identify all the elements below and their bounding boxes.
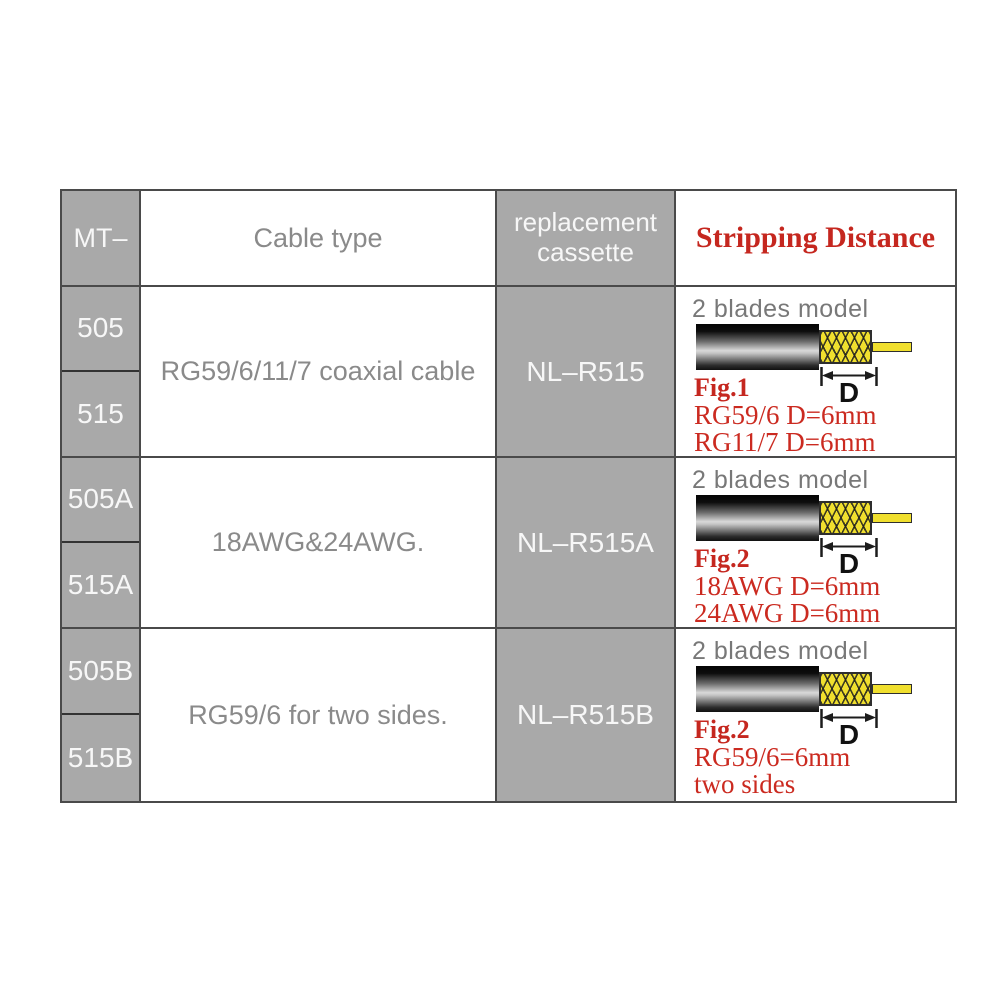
dimension-arrow-icon [820,367,878,386]
spec-table: MT– Cable type replacement cassette Stri… [60,189,957,803]
model-label: 515A [67,568,134,600]
cable-braid [819,672,872,706]
cable-type-cell-row3: RG59/6 for two sides. [141,629,497,801]
figure-cell-row3: 2 blades model D Fig.2 RG59/6=6mm two si… [676,629,955,801]
figure-number: Fig.2 [694,715,750,744]
figure-title: 2 blades model [692,637,869,665]
model-505: 505 [62,287,139,372]
header-stripping-label: Stripping Distance [695,221,936,254]
coax-cable-illustration [696,495,912,541]
coax-cable-illustration [696,666,912,712]
figure-cell-row1: 2 blades model D Fig.1 RG59/6 D=6mm RG11… [676,287,955,458]
cassette-label: NL–R515 [526,355,645,387]
model-label: 505 [77,312,124,344]
header-cell-cable-type: Cable type [141,191,497,287]
model-cell-row1: 505 515 [62,287,141,458]
figure-number: Fig.2 [694,544,750,573]
dimension-label: D [838,548,860,579]
cable-type-label: RG59/6/11/7 coaxial cable [160,356,476,386]
dimension-label: D [838,377,860,408]
dimension-label: D [838,719,860,750]
figure-note: 18AWG D=6mm [694,571,881,601]
model-515A: 515A [62,543,139,628]
model-505A: 505A [62,458,139,543]
header-cell-mt: MT– [62,191,141,287]
cable-center-conductor [872,513,912,523]
header-cell-cassette: replacement cassette [497,191,676,287]
figure-cell-row2: 2 blades model D Fig.2 18AWG D=6mm 24AWG… [676,458,955,629]
header-cassette-label: replacement cassette [513,207,658,267]
cassette-cell-row2: NL–R515A [497,458,676,629]
figure-note: 24AWG D=6mm [694,598,881,628]
cable-type-cell-row2: 18AWG&24AWG. [141,458,497,629]
model-515B: 515B [62,715,139,801]
figure-title: 2 blades model [692,466,869,494]
dimension-arrow-icon [820,538,878,557]
cable-type-cell-row1: RG59/6/11/7 coaxial cable [141,287,497,458]
cassette-label: NL–R515B [517,699,654,730]
cable-braid [819,330,872,364]
header-cell-stripping-distance: Stripping Distance [676,191,955,287]
model-label: 515 [77,397,124,429]
cable-jacket [696,666,819,712]
model-cell-row3: 505B 515B [62,629,141,801]
cable-jacket [696,324,819,370]
figure-number: Fig.1 [694,373,750,402]
cassette-label: NL–R515A [517,526,654,558]
cable-center-conductor [872,684,912,694]
model-label: 505B [67,655,134,686]
coax-cable-illustration [696,324,912,370]
model-label: 505A [67,483,134,515]
model-515: 515 [62,372,139,457]
figure-note: RG11/7 D=6mm [694,427,876,457]
dimension-arrow-icon [820,709,878,728]
cable-center-conductor [872,342,912,352]
header-mt-label: MT– [73,222,128,253]
model-505B: 505B [62,629,139,715]
header-cable-type-label: Cable type [253,222,383,253]
cassette-cell-row3: NL–R515B [497,629,676,801]
cable-jacket [696,495,819,541]
cassette-cell-row1: NL–R515 [497,287,676,458]
cable-type-label: RG59/6 for two sides. [188,699,448,730]
model-label: 515B [67,742,134,773]
figure-title: 2 blades model [692,295,869,323]
cable-type-label: 18AWG&24AWG. [211,527,425,557]
cable-braid [819,501,872,535]
figure-note: RG59/6=6mm [694,742,851,772]
figure-note: RG59/6 D=6mm [694,400,877,430]
figure-note: two sides [694,769,796,799]
model-cell-row2: 505A 515A [62,458,141,629]
